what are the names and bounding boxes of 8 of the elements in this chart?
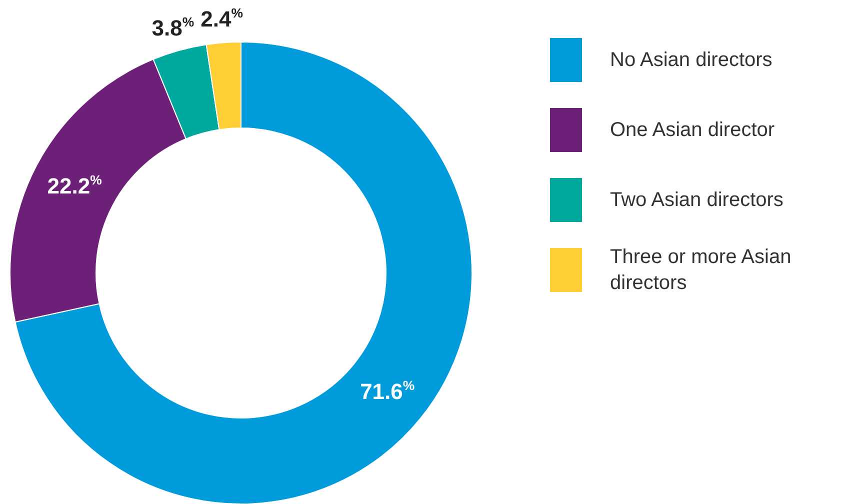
- data-label: 22.2$^{%}$: [47, 172, 102, 198]
- data-label: 71.6$^{%}$: [360, 378, 415, 404]
- legend-label: Two Asian directors: [610, 189, 784, 211]
- legend-label: One Asian director: [610, 119, 775, 141]
- data-label: 3.8$^{%}$: [152, 14, 194, 40]
- data-label: 2.4$^{%}$: [200, 5, 244, 32]
- legend-label: No Asian directors: [610, 49, 772, 71]
- legend-label: Three or more Asian directors: [610, 246, 792, 294]
